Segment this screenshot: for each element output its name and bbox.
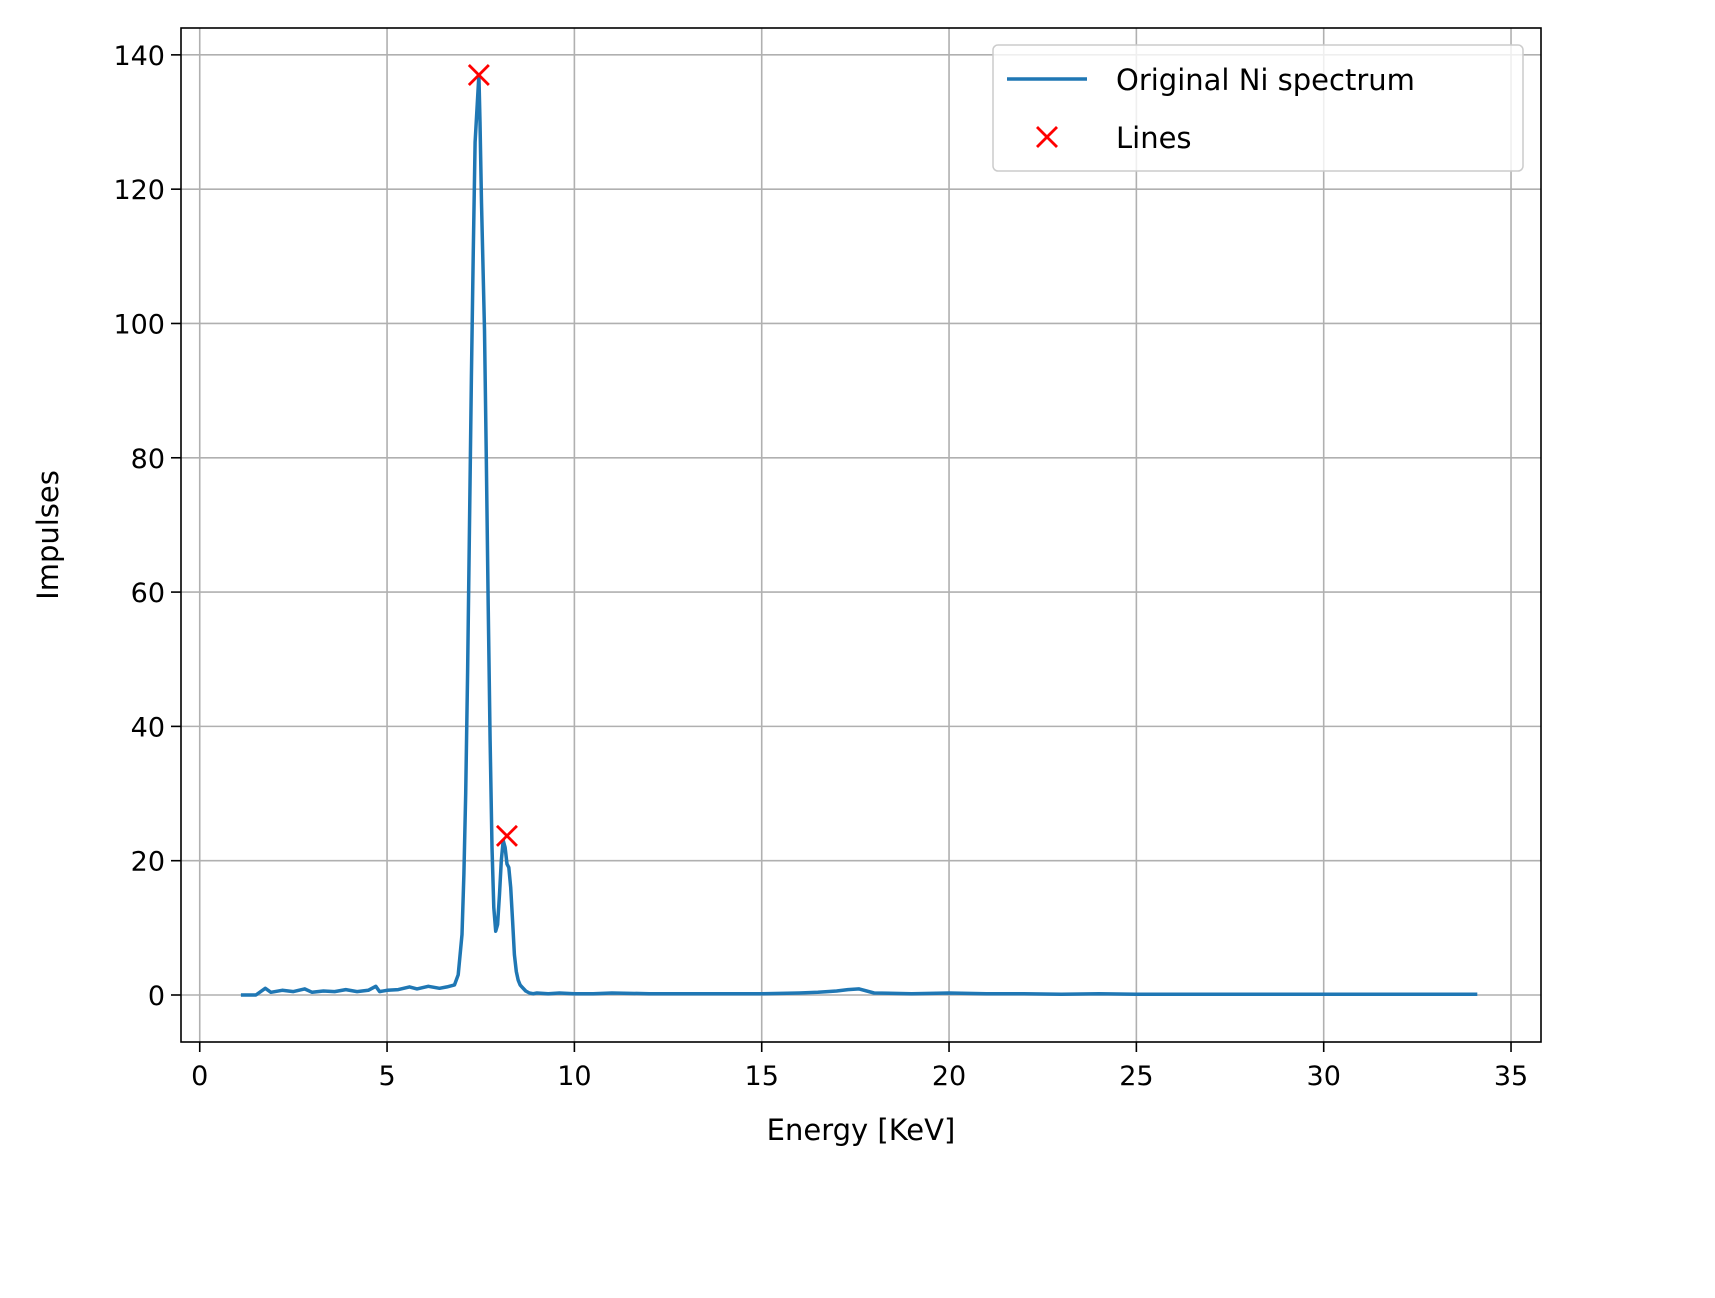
y-tick-label: 120 bbox=[113, 175, 165, 206]
axis-ticks: 0 5 10 15 20 25 30 35 0 20 40 60 80 100 120 140 bbox=[113, 41, 1528, 1092]
y-tick-label: 80 bbox=[131, 444, 165, 475]
x-tick-label: 10 bbox=[557, 1061, 591, 1092]
line-marker-point bbox=[467, 64, 490, 86]
x-tick-label: 35 bbox=[1494, 1061, 1528, 1092]
y-tick-label: 140 bbox=[113, 41, 165, 72]
y-axis-label: Impulses bbox=[31, 470, 65, 600]
x-tick-label: 15 bbox=[745, 1061, 779, 1092]
legend-label-spectrum: Original Ni spectrum bbox=[1116, 63, 1415, 97]
y-tick-label: 100 bbox=[113, 309, 165, 340]
line-marker-point bbox=[495, 824, 518, 847]
plot-frame bbox=[180, 27, 1542, 1043]
y-tick-label: 60 bbox=[131, 578, 165, 609]
legend-x-glyph bbox=[1036, 126, 1058, 148]
x-axis-label: Energy [KeV] bbox=[767, 1113, 956, 1147]
x-tick-label: 5 bbox=[378, 1061, 395, 1092]
legend: Original Ni spectrum Lines bbox=[992, 44, 1524, 172]
legend-swatch-lines bbox=[1036, 126, 1058, 148]
plot-area bbox=[240, 64, 1478, 997]
y-tick-label: 0 bbox=[148, 981, 165, 1012]
x-tick-label: 20 bbox=[932, 1061, 966, 1092]
x-tick-label: 0 bbox=[191, 1061, 208, 1092]
x-tick-label: 25 bbox=[1119, 1061, 1153, 1092]
legend-label-lines: Lines bbox=[1116, 121, 1192, 155]
series-line-spectrum bbox=[240, 73, 1478, 997]
y-tick-label: 20 bbox=[131, 847, 165, 878]
grid bbox=[181, 28, 1541, 1042]
y-tick-label: 40 bbox=[131, 712, 165, 743]
x-tick-label: 30 bbox=[1307, 1061, 1341, 1092]
legend-box bbox=[992, 44, 1524, 172]
